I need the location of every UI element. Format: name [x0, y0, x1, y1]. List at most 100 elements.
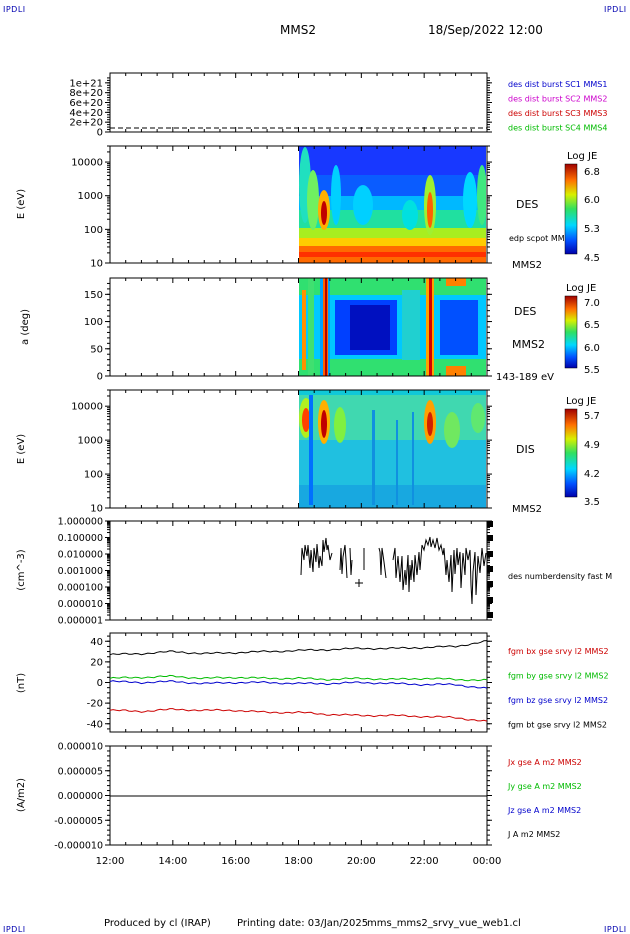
y-tick-label: 0.000100 — [58, 583, 103, 594]
colorbar-tick-label: 6.8 — [584, 167, 600, 178]
colorbar-tick-label: 4.9 — [584, 440, 600, 451]
corner-label-top-right: IPDLI — [604, 5, 627, 14]
x-tick-label: 12:00 — [96, 856, 125, 867]
y-tick-label: 0.000000 — [58, 791, 103, 802]
colorbar-tick-label: 3.5 — [584, 497, 600, 508]
y-axis: 10000 1000 100 10 — [71, 389, 492, 515]
series-line — [109, 680, 488, 689]
legend: Jx gse A m2 MMS2 Jy gse A m2 MMS2 Jz gse A… — [507, 758, 582, 839]
y-tick-label: 20 — [90, 657, 103, 668]
x-tick-label: 20:00 — [347, 856, 376, 867]
y-tick-label: 1.000000 — [58, 517, 103, 528]
y-tick-label: 4e+20 — [69, 108, 103, 119]
y-axis-title: a (deg) — [20, 309, 31, 345]
y-tick-label: 0 — [97, 372, 103, 383]
density-trace — [339, 544, 348, 579]
colorbar — [564, 295, 578, 369]
legend-entry: Jz gse A m2 MMS2 — [507, 806, 581, 815]
y-tick-label: 0.000001 — [58, 616, 103, 627]
panel-des-pitch: 150 100 50 0 a (deg) DES MMS2 143-189 eV Lo… — [20, 277, 600, 383]
colorbar-tick-label: 5.5 — [584, 365, 600, 376]
spectrogram-dis-energy — [299, 390, 486, 508]
y-axis: 0.000010 0.000005 0.000000 -0.000005 -0.0000… — [54, 742, 492, 852]
colorbar-title: Log JE — [567, 151, 597, 162]
y-tick-label: 40 — [90, 637, 103, 648]
y-tick-label: 10 — [90, 504, 103, 515]
series-label: des numberdensity fast M — [508, 572, 612, 581]
corner-label-bottom-left: IPDLI — [3, 925, 26, 934]
y-tick-label: 1000 — [78, 436, 103, 447]
y-tick-label: 150 — [84, 290, 103, 301]
corner-label-top-left: IPDLI — [3, 5, 26, 14]
corner-label-bottom-right: IPDLI — [604, 925, 627, 934]
y-tick-label: 0 — [97, 128, 103, 139]
legend: fgm bx gse srvy l2 MMS2 fgm by gse srvy l… — [508, 647, 609, 730]
y-tick-label: 10 — [90, 259, 103, 270]
x-tick-label: 14:00 — [158, 856, 187, 867]
right-edge-tick-marks — [487, 521, 493, 618]
overlay-label: edp scpot MMS2 — [509, 234, 575, 243]
colorbar — [564, 163, 578, 255]
y-tick-label: 100 — [84, 225, 103, 236]
colorbar-tick-label: 6.5 — [584, 320, 600, 331]
colorbar-tick-label: 5.7 — [584, 411, 600, 422]
legend-entry: fgm bx gse srvy l2 MMS2 — [508, 647, 609, 656]
spectrogram-des-energy — [299, 146, 486, 263]
legend-entry: fgm bz gse srvy l2 MMS2 — [508, 696, 608, 705]
y-tick-label: 100 — [84, 470, 103, 481]
panel-dis-energy: 10000 1000 100 10 E (eV) DIS MMS2 Log JE 5.… — [16, 389, 600, 515]
legend-entry: des dist burst SC2 MMS2 — [508, 95, 607, 104]
colorbar-tick-label: 6.0 — [584, 343, 600, 354]
x-tick-label: 22:00 — [410, 856, 439, 867]
y-tick-label: 10000 — [71, 402, 103, 413]
y-tick-label: 50 — [90, 344, 103, 355]
colorbar-tick-label: 6.0 — [584, 195, 600, 206]
series-line — [109, 708, 488, 722]
panel-current: 0.000010 0.000005 0.000000 -0.000005 -0.0000… — [16, 742, 582, 852]
spacecraft-label: MMS2 — [512, 260, 542, 271]
density-trace — [378, 547, 387, 579]
y-tick-label: 0.000010 — [58, 599, 103, 610]
y-tick-label: 0.100000 — [58, 533, 103, 544]
instrument-label: DIS — [516, 443, 535, 456]
spacecraft-title: MMS2 — [280, 23, 316, 37]
y-axis: 1.000000 0.100000 0.010000 0.001000 0.000100… — [58, 517, 492, 627]
x-tick-label: 00:00 — [473, 856, 502, 867]
y-axis-title: (cm^-3) — [16, 549, 27, 590]
legend-entry: fgm by gse srvy l2 MMS2 — [508, 672, 609, 681]
footer-printing-date: Printing date: 03/Jan/2025 — [237, 918, 369, 929]
colorbar — [564, 408, 578, 498]
y-tick-label: 0.010000 — [58, 550, 103, 561]
x-tick-label: 16:00 — [221, 856, 250, 867]
y-axis-title: (nT) — [16, 673, 27, 693]
footer-config: mms_mms2_srvy_vue_web1.cl — [367, 918, 521, 929]
y-tick-label: 0.000010 — [58, 742, 103, 753]
spacecraft-label: MMS2 — [512, 338, 545, 351]
y-tick-label: 0.001000 — [58, 566, 103, 577]
density-trace — [349, 547, 353, 576]
y-tick-label: -0.000005 — [54, 816, 103, 827]
y-tick-label: 100 — [84, 317, 103, 328]
colorbar-tick-label: 7.0 — [584, 298, 600, 309]
y-tick-label: 10000 — [71, 158, 103, 169]
y-tick-label: -40 — [87, 719, 103, 730]
x-axis: 12:00 14:00 16:00 18:00 20:00 22:00 00:00 — [96, 73, 502, 867]
y-tick-label: -20 — [87, 699, 103, 710]
colorbar-tick-label: 4.5 — [584, 253, 600, 264]
y-tick-label: 0.000005 — [58, 766, 103, 777]
density-trace — [300, 537, 333, 576]
legend-entry: des dist burst SC3 MMS3 — [508, 109, 607, 118]
fgm-series — [109, 640, 488, 722]
energy-range-label: 143-189 eV — [496, 372, 554, 383]
x-tick-label: 18:00 — [284, 856, 313, 867]
panel-frame — [109, 520, 488, 621]
y-axis: 10000 1000 100 10 — [71, 145, 492, 270]
spacecraft-label: MMS2 — [512, 504, 542, 515]
series-line — [109, 640, 488, 656]
panel-fgm: 40 20 0 -20 -40 (nT) fgm bx gse srvy l2 MMS2… — [16, 632, 609, 733]
y-axis-title: E (eV) — [16, 434, 27, 464]
colorbar-title: Log JE — [566, 396, 596, 407]
panel-des-energy: 10000 1000 100 10 E (eV) DES edp scpot MMS2… — [16, 145, 600, 271]
legend: des dist burst SC1 MMS1 des dist burst SC… — [508, 80, 607, 133]
